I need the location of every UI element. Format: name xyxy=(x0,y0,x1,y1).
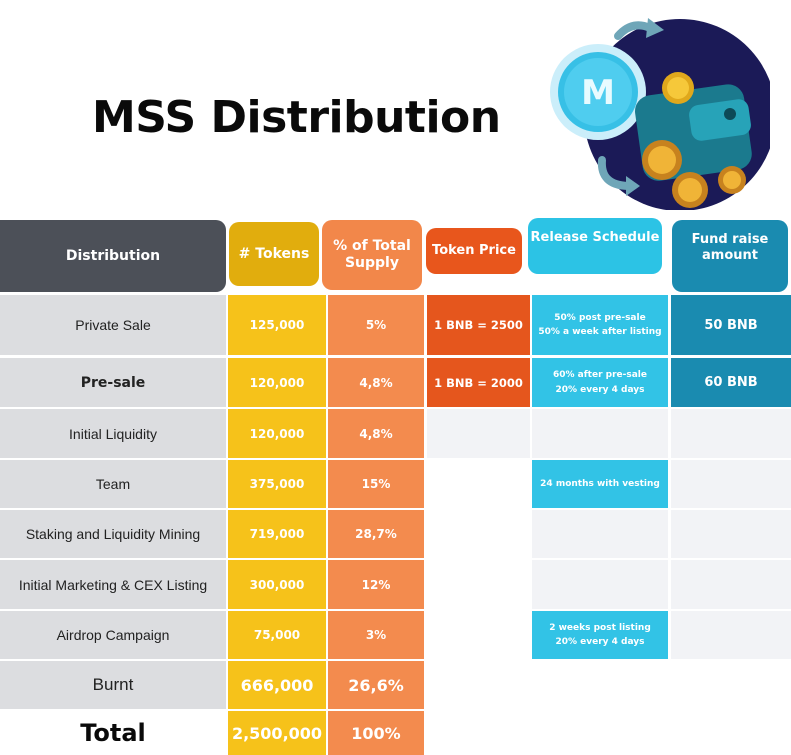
header-fund-line1: Fund raise xyxy=(691,232,769,247)
release-schedule-cell xyxy=(532,510,668,558)
distribution-cell: Private Sale xyxy=(0,295,226,355)
release-schedule-cell xyxy=(532,661,668,709)
percent-cell: 3% xyxy=(328,611,424,659)
release-schedule-cell: 60% after pre-sale 20% every 4 days xyxy=(532,358,668,407)
tokens-cell: 125,000 xyxy=(228,295,326,355)
percent-cell: 28,7% xyxy=(328,510,424,558)
percent-cell: 4,8% xyxy=(328,409,424,458)
header-release-schedule: Release Schedule xyxy=(528,218,662,274)
table-row: Staking and Liquidity Mining 719,000 28,7% xyxy=(0,510,791,558)
percent-cell: 12% xyxy=(328,560,424,609)
percent-cell: 4,8% xyxy=(328,358,424,407)
tokens-cell: 300,000 xyxy=(228,560,326,609)
tokens-cell: 375,000 xyxy=(228,460,326,508)
release-schedule-cell xyxy=(532,560,668,609)
distribution-cell: Burnt xyxy=(0,661,226,709)
header-percent-line2: Supply xyxy=(344,255,399,271)
distribution-cell: Pre-sale xyxy=(0,358,226,407)
table-row: Airdrop Campaign 75,000 3% 2 weeks post lis… xyxy=(0,611,791,659)
release-schedule-cell xyxy=(532,711,668,755)
percent-cell: 15% xyxy=(328,460,424,508)
token-price-cell xyxy=(427,711,530,755)
table-row: Initial Marketing & CEX Listing 300,000 12… xyxy=(0,560,791,609)
release-schedule-cell-line2: 20% every 4 days xyxy=(555,637,645,647)
release-schedule-cell-line1: 2 weeks post listing xyxy=(549,622,651,633)
fund-raise-cell: 50 BNB xyxy=(671,295,791,355)
tokens-cell: 666,000 xyxy=(228,661,326,709)
token-price-cell xyxy=(427,510,530,558)
token-price-cell xyxy=(427,611,530,659)
tokens-cell: 75,000 xyxy=(228,611,326,659)
table-row: Burnt 666,000 26,6% xyxy=(0,661,791,709)
header-percent-supply: % of Total Supply xyxy=(322,220,422,290)
header-fund-raise: Fund raise amount xyxy=(672,220,788,292)
distribution-cell: Initial Liquidity xyxy=(0,409,226,458)
token-price-cell: 1 BNB = 2500 xyxy=(427,295,530,355)
token-price-cell xyxy=(427,460,530,508)
distribution-cell: Initial Marketing & CEX Listing xyxy=(0,560,226,609)
release-schedule-cell-line1: 24 months with vesting xyxy=(540,478,660,489)
percent-cell: 100% xyxy=(328,711,424,755)
release-schedule-cell: 24 months with vesting xyxy=(532,460,668,508)
fund-raise-cell: 60 BNB xyxy=(671,358,791,407)
table-row: Initial Liquidity 120,000 4,8% xyxy=(0,409,791,458)
header-fund-line2: amount xyxy=(702,247,758,263)
percent-cell: 26,6% xyxy=(328,661,424,709)
release-schedule-cell: 2 weeks post listing 20% every 4 days xyxy=(532,611,668,659)
coin-letter: M xyxy=(581,73,615,113)
release-schedule-cell-line1: 50% post pre-sale xyxy=(554,312,646,323)
token-price-cell xyxy=(427,661,530,709)
header-distribution: Distribution xyxy=(0,220,226,292)
wallet-coin-illustration: M xyxy=(540,10,776,211)
release-schedule-cell: 50% post pre-sale 50% a week after listin… xyxy=(532,295,668,355)
release-schedule-cell-line2: 50% a week after listing xyxy=(538,327,662,337)
token-price-cell: 1 BNB = 2000 xyxy=(427,358,530,407)
table-row: Private Sale 125,000 5% 1 BNB = 2500 50% pos… xyxy=(0,295,791,355)
percent-cell: 5% xyxy=(328,295,424,355)
page-title: MSS Distribution xyxy=(92,92,501,143)
fund-raise-cell xyxy=(671,409,791,458)
release-schedule-cell-line1: 60% after pre-sale xyxy=(553,370,647,381)
tokens-cell: 2,500,000 xyxy=(228,711,326,755)
token-price-cell xyxy=(427,560,530,609)
header-token-price: Token Price xyxy=(426,228,522,274)
fund-raise-cell xyxy=(671,560,791,609)
fund-raise-cell xyxy=(671,460,791,508)
distribution-cell: Team xyxy=(0,460,226,508)
token-price-cell xyxy=(427,409,530,458)
table-row: Total 2,500,000 100% xyxy=(0,711,791,755)
tokens-cell: 120,000 xyxy=(228,358,326,407)
distribution-cell: Staking and Liquidity Mining xyxy=(0,510,226,558)
distribution-cell: Airdrop Campaign xyxy=(0,611,226,659)
table-row: Team 375,000 15% 24 months with vesting xyxy=(0,460,791,508)
header-percent-line1: % of Total xyxy=(333,238,411,255)
fund-raise-cell xyxy=(671,611,791,659)
tokens-cell: 120,000 xyxy=(228,409,326,458)
header-tokens: # Tokens xyxy=(229,222,319,286)
tokens-cell: 719,000 xyxy=(228,510,326,558)
fund-raise-cell xyxy=(671,510,791,558)
table-row: Pre-sale 120,000 4,8% 1 BNB = 2000 60% after… xyxy=(0,358,791,407)
release-schedule-cell-line2: 20% every 4 days xyxy=(555,384,645,395)
fund-raise-cell xyxy=(671,661,791,709)
release-schedule-cell xyxy=(532,409,668,458)
distribution-cell: Total xyxy=(0,711,226,755)
fund-raise-cell xyxy=(671,711,791,755)
